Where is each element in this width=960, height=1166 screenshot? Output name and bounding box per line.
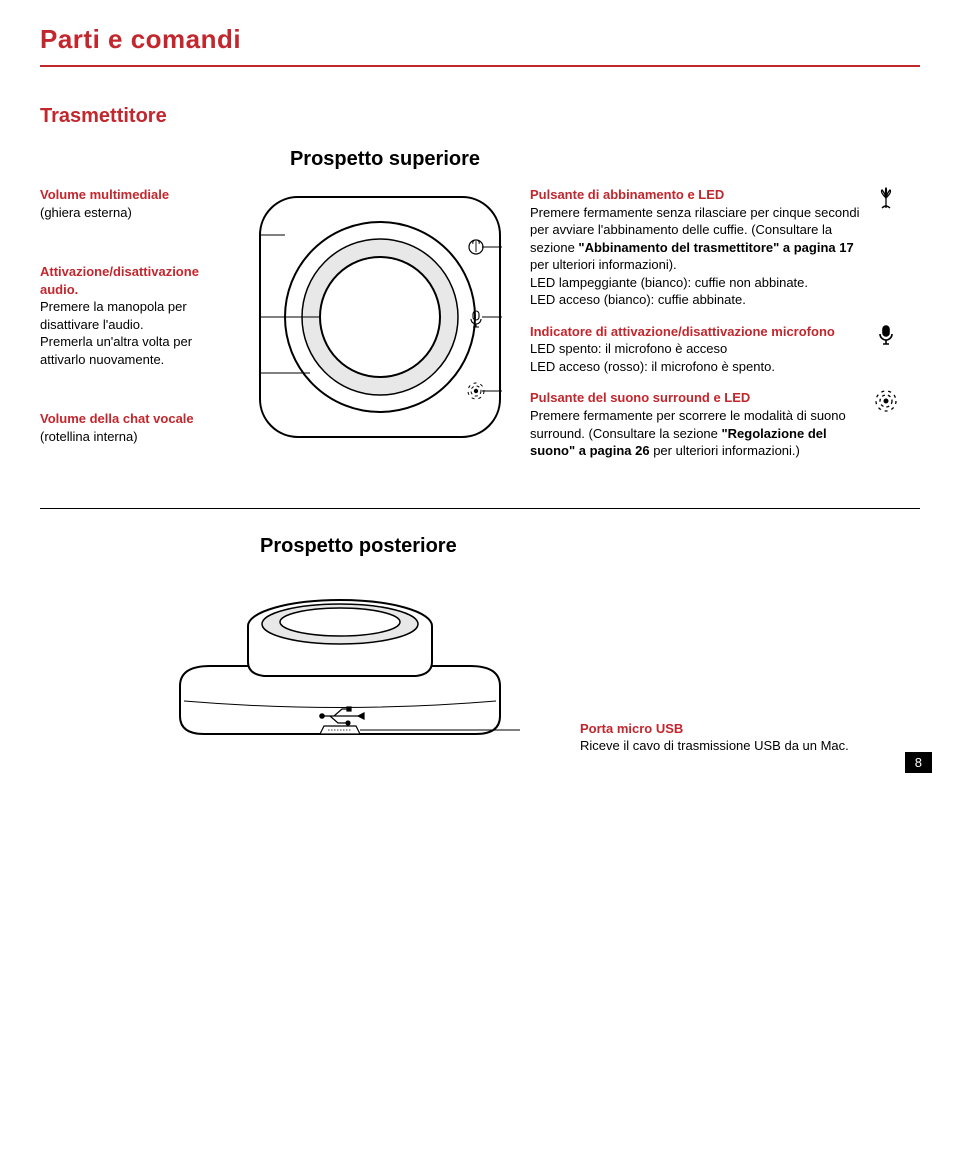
- desc: LED acceso (bianco): cuffie abbinate.: [530, 291, 866, 309]
- label: Indicatore di attivazione/disattivazione…: [530, 324, 835, 339]
- rear-view: Prospetto posteriore: [40, 535, 920, 761]
- label: Volume della chat vocale: [40, 411, 194, 426]
- callout-chat-volume: Volume della chat vocale (rotellina inte…: [40, 410, 240, 445]
- label: Volume multimediale: [40, 187, 169, 202]
- desc: Premere fermamente per scorrere le modal…: [530, 407, 866, 460]
- t: per ulteriori informazioni).: [530, 257, 677, 272]
- page-title: Parti e comandi: [40, 24, 920, 55]
- top-view-diagram: Prospetto superiore: [250, 138, 520, 462]
- t: per ulteriori informazioni.): [650, 443, 800, 458]
- page-number: 8: [905, 752, 932, 773]
- section-subtitle: Trasmettitore: [40, 105, 920, 128]
- right-callouts: Pulsante di abbinamento e LED Premere fe…: [530, 138, 900, 474]
- line: Premerla un'altra volta per attivarlo nu…: [40, 333, 240, 368]
- callout-surround: Pulsante del suono surround e LED Premer…: [530, 389, 900, 459]
- label: Pulsante del suono surround e LED: [530, 390, 750, 405]
- title-underline: [40, 65, 920, 67]
- label: Pulsante di abbinamento e LED: [530, 187, 724, 202]
- mic-icon: [874, 323, 900, 376]
- transmitter-top-svg: [250, 177, 510, 457]
- t: "Abbinamento del trasmettitore" a pagina…: [578, 240, 853, 255]
- label: Porta micro USB: [580, 721, 683, 736]
- callout-volume-multimedia: Volume multimediale (ghiera esterna): [40, 186, 240, 221]
- callout-power: Attivazione/disattivazione audio. Premer…: [40, 263, 240, 368]
- desc: LED lampeggiante (bianco): cuffie non ab…: [530, 274, 866, 292]
- sub: (ghiera esterna): [40, 204, 240, 222]
- callout-mic: Indicatore di attivazione/disattivazione…: [530, 323, 900, 376]
- palm-icon: [874, 186, 900, 309]
- rear-view-diagram: [160, 566, 560, 761]
- left-callouts: Volume multimediale (ghiera esterna) Att…: [40, 138, 240, 445]
- rear-view-heading: Prospetto posteriore: [260, 535, 920, 558]
- top-view-grid: Volume multimediale (ghiera esterna) Att…: [40, 138, 920, 474]
- line: Premere la manopola per disattivare l'au…: [40, 298, 240, 333]
- callout-usb: Porta micro USB Riceve il cavo di trasmi…: [580, 720, 920, 761]
- label: Attivazione/disattivazione audio.: [40, 264, 199, 297]
- desc: Premere fermamente senza rilasciare per …: [530, 204, 866, 274]
- desc: LED acceso (rosso): il microfono è spent…: [530, 358, 866, 376]
- desc: Riceve il cavo di trasmissione USB da un…: [580, 737, 920, 755]
- sub: (rotellina interna): [40, 428, 240, 446]
- desc: LED spento: il microfono è acceso: [530, 340, 866, 358]
- surround-icon: [874, 389, 900, 459]
- callout-pairing: Pulsante di abbinamento e LED Premere fe…: [530, 186, 900, 309]
- transmitter-rear-svg: [160, 566, 520, 756]
- divider: [40, 508, 920, 509]
- top-view-heading: Prospetto superiore: [250, 148, 520, 171]
